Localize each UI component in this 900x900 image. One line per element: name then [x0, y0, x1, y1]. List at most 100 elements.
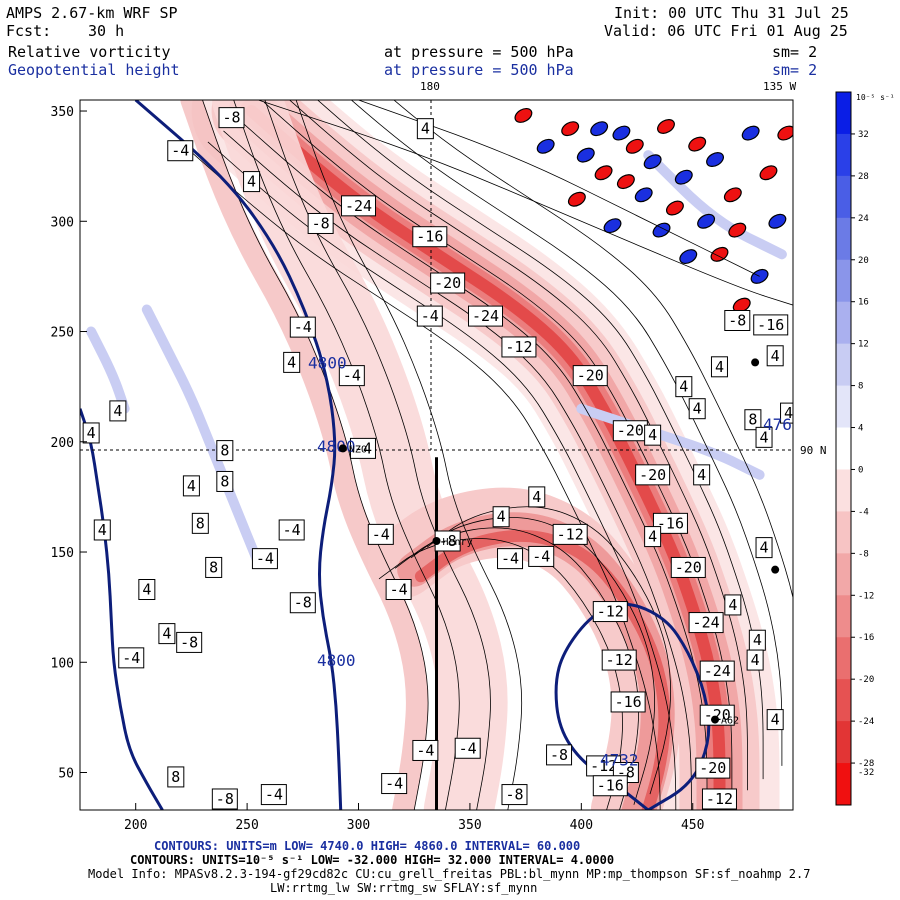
contour-label-box	[260, 784, 287, 806]
contour-label: -4	[416, 305, 443, 327]
contour-label: -20	[670, 556, 706, 578]
contour-label-box	[341, 195, 377, 217]
contour-label-box	[109, 400, 127, 422]
contour-label-box	[167, 140, 194, 162]
height-label: 4800	[308, 353, 347, 372]
vorticity-cell-19	[616, 174, 635, 190]
contour-label-box	[670, 556, 706, 578]
contour-label-text: -12	[557, 525, 584, 543]
contour-label-box	[724, 594, 742, 616]
contour-label: -12	[552, 523, 588, 545]
contour-label-text: 4	[760, 428, 769, 446]
vorticity-cell-26	[567, 191, 586, 207]
contour-label-text: -20	[675, 558, 702, 576]
contour-label-box	[644, 424, 662, 446]
contour-label: 4	[416, 118, 434, 140]
contour-label-text: -20	[617, 422, 644, 440]
contour-label-box	[755, 537, 773, 559]
contour-label: 4	[138, 579, 156, 601]
y-tick-label: 50	[58, 767, 74, 782]
contour-label: 4	[644, 526, 662, 548]
station-marker	[711, 715, 720, 724]
contour-label-text: -8	[216, 790, 234, 808]
contour-label: -8	[218, 107, 245, 129]
contour-label-text: -4	[390, 581, 408, 599]
contour-label: 4	[766, 345, 784, 367]
vorticity-contour-6	[317, 100, 764, 780]
x-tick-label: 300	[347, 818, 370, 833]
vorticity-cell-4	[625, 138, 644, 154]
contour-label-text: 4	[421, 120, 430, 138]
colorbar-tick-label: -4	[858, 507, 869, 517]
contour-label-box	[492, 506, 510, 528]
contour-label-text: -12	[706, 790, 733, 808]
northern-contour-0	[258, 100, 793, 306]
contour-label-text: -4	[256, 550, 274, 568]
contour-label: -20	[635, 464, 671, 486]
contour-label-box	[167, 766, 185, 788]
contour-label-text: -20	[434, 274, 461, 292]
field-1-name: Relative vorticity	[8, 43, 171, 61]
contour-label-box	[528, 545, 555, 567]
colorbar-swatch	[836, 301, 851, 345]
contour-label-box	[307, 212, 334, 234]
contour-label-box	[412, 739, 439, 761]
contour-label: -8	[546, 744, 573, 766]
contour-label: 4	[748, 629, 766, 651]
contour-label-text: -16	[657, 514, 684, 532]
contour-label-box	[93, 519, 111, 541]
vorticity-cell-16	[768, 213, 787, 229]
contour-label-text: -20	[704, 706, 731, 724]
footer-model-info: Model Info: MPASv8.2.3-194-gf29cd82c CU:…	[88, 867, 811, 881]
colorbar-swatch	[836, 175, 851, 219]
contour-label-text: -4	[283, 521, 301, 539]
station-marker	[338, 444, 347, 453]
vorticity-cell-15	[728, 222, 747, 238]
contour-label: -4	[338, 365, 365, 387]
footer-physics-info: LW:rrtmg_lw SW:rrtmg_sw SFLAY:sf_mynn	[270, 881, 538, 895]
vorticity-contour-7	[350, 100, 783, 766]
contour-label-box	[82, 422, 100, 444]
contour-label-text: -8	[439, 532, 457, 550]
colorbar-swatch	[836, 259, 851, 303]
contour-label-text: -12	[597, 603, 624, 621]
contour-label: -24	[699, 660, 735, 682]
contour-label-box	[349, 437, 376, 459]
station-label: A62	[721, 716, 739, 727]
contour-label-box	[216, 470, 234, 492]
colorbar-swatch	[836, 721, 851, 764]
colorbar-tick-label: 12	[858, 340, 869, 350]
model-title: AMPS 2.67-km WRF SP	[6, 4, 178, 22]
vorticity-cell-14	[697, 213, 716, 229]
contour-label-text: -4	[385, 775, 403, 793]
contour-label-box	[688, 398, 706, 420]
contour-label-box	[454, 737, 481, 759]
contour-label-text: 4	[753, 631, 762, 649]
contour-label-box	[416, 305, 443, 327]
contour-label: 8	[216, 440, 234, 462]
colorbar-swatch	[836, 679, 851, 722]
contour-label-text: -4	[122, 649, 140, 667]
contour-label-box	[468, 305, 504, 327]
vorticity-cell-10	[723, 187, 742, 203]
contour-label-box	[381, 773, 408, 795]
contour-label: -24	[688, 612, 724, 634]
contour-label-box	[592, 601, 628, 623]
lon-135w-label: 135 W	[763, 80, 797, 93]
colorbar-tick-label: 4	[858, 424, 863, 434]
vorticity-cell-11	[741, 125, 760, 141]
height-label: 4732	[600, 750, 639, 769]
contour-label-text: 4	[760, 539, 769, 557]
vorticity-west-contour-1	[233, 100, 460, 810]
contour-label: -16	[753, 314, 789, 336]
station-label: Henry	[443, 537, 473, 548]
y-tick-label: 300	[51, 215, 74, 230]
contour-label: -8	[724, 309, 751, 331]
contour-label: -12	[601, 649, 637, 671]
colorbar-tick-label: 8	[858, 382, 863, 392]
contour-label-box	[289, 316, 316, 338]
vorticity-contour-0	[192, 152, 661, 810]
contour-label-text: -4	[372, 525, 390, 543]
vorticity-cell-28	[679, 249, 698, 265]
contour-label: 4	[492, 506, 510, 528]
